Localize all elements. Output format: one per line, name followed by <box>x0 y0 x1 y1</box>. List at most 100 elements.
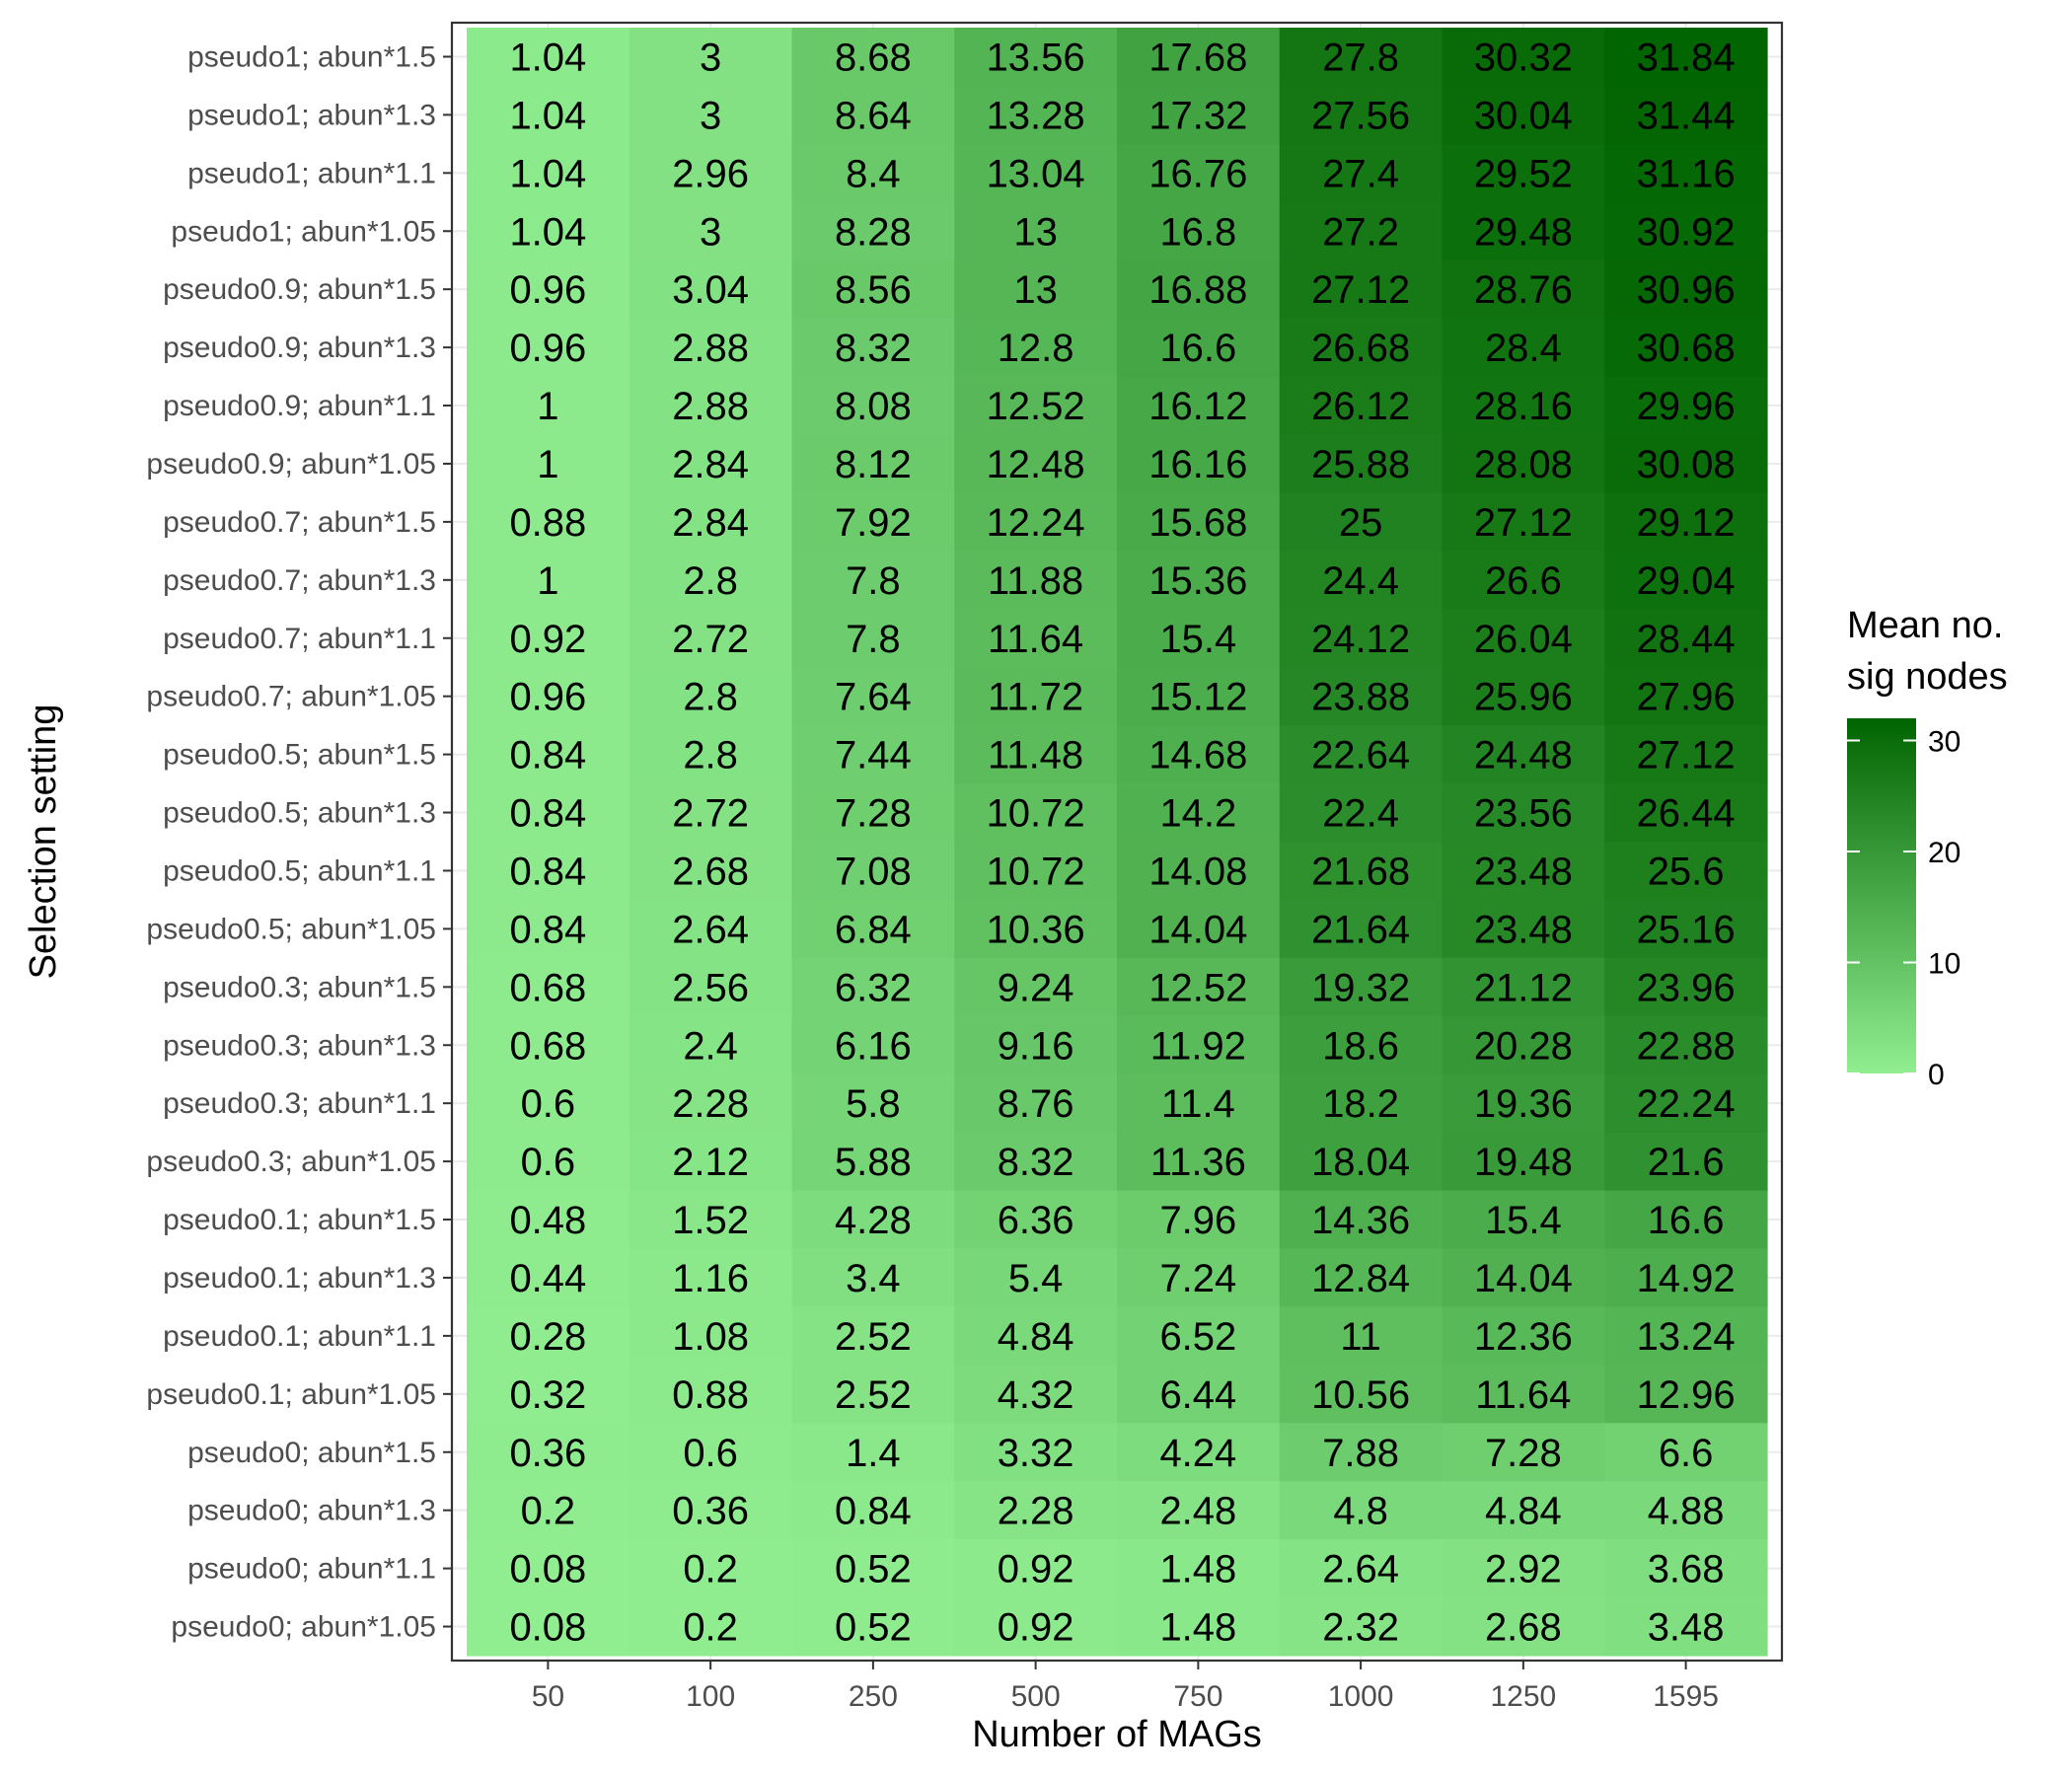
cell-value-label: 2.8 <box>683 734 738 777</box>
heatmap-cell <box>467 85 630 145</box>
cell-value-label: 16.12 <box>1148 385 1247 428</box>
cell-value-label: 5.8 <box>846 1082 901 1126</box>
heatmap-cell <box>629 899 793 959</box>
cell-value-label: 31.44 <box>1637 94 1736 137</box>
cell-value-label: 28.44 <box>1637 618 1736 661</box>
cell-value-label: 1.04 <box>509 152 586 195</box>
cell-value-label: 0.92 <box>998 1548 1074 1591</box>
cell-value-label: 4.8 <box>1333 1490 1388 1533</box>
legend-tick-label: 20 <box>1928 837 1961 869</box>
heatmap-cell <box>629 783 793 843</box>
cell-value-label: 2.72 <box>672 792 749 836</box>
cell-value-label: 11.48 <box>988 734 1083 777</box>
heatmap-cell <box>1279 725 1443 784</box>
heatmap-cell <box>1279 143 1443 203</box>
heatmap-cell <box>1604 492 1768 552</box>
heatmap-cell <box>1604 1481 1768 1540</box>
cell-value-label: 1.04 <box>509 210 586 254</box>
cell-value-label: 24.48 <box>1474 734 1573 777</box>
cell-value-label: 14.2 <box>1159 792 1236 836</box>
heatmap-cell <box>1442 259 1605 320</box>
cell-value-label: 15.4 <box>1485 1199 1562 1242</box>
cell-value-label: 29.04 <box>1637 559 1736 603</box>
heatmap-cell <box>1442 434 1605 494</box>
heatmap-cell <box>1279 1015 1443 1075</box>
heatmap-cell <box>629 1248 793 1308</box>
cell-value-label: 27.8 <box>1322 36 1399 79</box>
heatmap-cell <box>791 609 955 668</box>
cell-value-label: 0.96 <box>509 676 586 719</box>
cell-value-label: 18.2 <box>1322 1082 1399 1126</box>
cell-value-label: 31.16 <box>1637 152 1736 195</box>
heatmap-cell <box>629 1132 793 1192</box>
heatmap-cell <box>467 28 630 87</box>
cell-value-label: 0.84 <box>509 792 586 836</box>
heatmap-cell <box>1279 201 1443 261</box>
cell-value-label: 16.6 <box>1648 1199 1725 1242</box>
cell-value-label: 0.44 <box>509 1257 586 1300</box>
cell-value-label: 2.84 <box>672 501 749 545</box>
cell-value-label: 12.52 <box>1148 966 1247 1009</box>
cell-value-label: 2.8 <box>683 676 738 719</box>
heatmap-cell <box>1279 28 1443 87</box>
heatmap-cell <box>1604 28 1768 87</box>
heatmap-cell <box>1117 842 1281 901</box>
cell-value-label: 0.92 <box>998 1606 1074 1650</box>
cell-value-label: 7.28 <box>1485 1432 1562 1475</box>
heatmap-cell <box>1604 434 1768 494</box>
cell-value-label: 18.04 <box>1311 1141 1410 1184</box>
heatmap-cell <box>467 957 630 1017</box>
cell-value-label: 27.56 <box>1311 94 1410 137</box>
heatmap-cell <box>1604 1132 1768 1192</box>
heatmap-cell <box>467 667 630 726</box>
heatmap-cell <box>1604 725 1768 784</box>
heatmap-cell <box>467 434 630 494</box>
legend-ticks: 0 10 20 30 <box>1847 726 1961 1091</box>
cell-value-label: 0.52 <box>835 1606 912 1650</box>
cell-value-label: 26.6 <box>1485 559 1562 603</box>
heatmap-cell <box>1442 143 1605 203</box>
heatmap-cell <box>1604 1365 1768 1424</box>
cell-value-label: 11.92 <box>1150 1024 1246 1068</box>
cell-value-label: 3.48 <box>1648 1606 1725 1650</box>
cell-value-label: 7.92 <box>835 501 912 545</box>
x-axis-title: Number of MAGs <box>972 1714 1262 1755</box>
heatmap-cell <box>791 143 955 203</box>
cell-value-label: 1 <box>537 559 558 603</box>
cell-value-label: 2.52 <box>835 1315 912 1359</box>
cell-value-label: 30.68 <box>1637 327 1736 370</box>
heatmap-cell <box>954 1365 1118 1424</box>
cell-value-label: 24.4 <box>1322 559 1399 603</box>
cell-value-label: 30.32 <box>1474 36 1573 79</box>
heatmap-cell <box>791 259 955 320</box>
heatmap-cell <box>791 667 955 726</box>
cell-value-label: 0.68 <box>509 1024 586 1068</box>
cell-value-label: 6.36 <box>998 1199 1074 1242</box>
heatmap-cell <box>1117 899 1281 959</box>
cell-value-label: 0.28 <box>509 1315 586 1359</box>
cell-value-label: 8.64 <box>835 94 912 137</box>
heatmap-cell <box>467 551 630 610</box>
heatmap-cell <box>629 957 793 1017</box>
heatmap-cell <box>467 201 630 261</box>
cell-value-label: 13.04 <box>987 152 1085 195</box>
heatmap-cell <box>954 1132 1118 1192</box>
cell-value-label: 2.68 <box>672 850 749 893</box>
cell-value-label: 23.56 <box>1474 792 1573 836</box>
heatmap-cell <box>1117 1365 1281 1424</box>
heatmap-cell <box>791 783 955 843</box>
cell-value-label: 0.88 <box>672 1373 749 1417</box>
x-tick-label: 50 <box>532 1680 564 1713</box>
y-tick-label: pseudo0; abun*1.3 <box>187 1495 436 1527</box>
cell-value-label: 9.16 <box>998 1024 1074 1068</box>
heatmap-cell <box>1117 434 1281 494</box>
cell-value-label: 4.32 <box>998 1373 1074 1417</box>
heatmap-cell <box>467 259 630 320</box>
cell-value-label: 2.48 <box>1159 1490 1236 1533</box>
cell-value-label: 10.72 <box>987 792 1085 836</box>
legend-title-line1: Mean no. <box>1847 605 2003 646</box>
cell-value-label: 3.04 <box>672 268 749 312</box>
heatmap-cell <box>467 842 630 901</box>
cell-value-label: 16.16 <box>1148 443 1247 486</box>
heatmap-cell <box>1117 1423 1281 1482</box>
